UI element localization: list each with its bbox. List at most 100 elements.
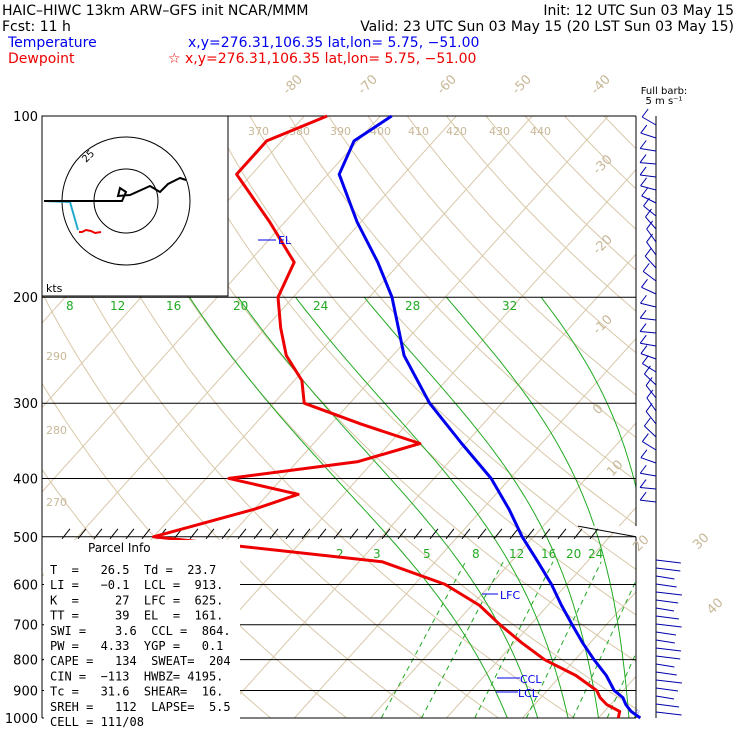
wind-barb-lower (655, 607, 675, 612)
mixing-ratio-label: 2 (336, 547, 344, 561)
dry-adiabat-line (446, 116, 636, 718)
hatch-mark (93, 528, 103, 540)
isotherm-label: -50 (509, 72, 535, 98)
hatch-mark (125, 528, 135, 540)
wind-barb (640, 499, 657, 503)
wind-barb-lower (655, 687, 679, 692)
wind-barb-lower (655, 695, 675, 700)
dry-adiabat-line (603, 116, 636, 718)
hodograph-low-trace (79, 228, 102, 235)
wind-barb-flag (640, 449, 648, 458)
moist-adiabat-line (540, 296, 636, 718)
mixing-ratio-line (474, 561, 554, 718)
pressure-label: 500 (13, 531, 38, 546)
mixing-ratio-line (572, 561, 636, 718)
wind-barb-lower (655, 647, 682, 652)
wind-barb-flag (643, 197, 650, 207)
temperature-trace (337, 114, 642, 720)
wind-barb-lower (655, 711, 682, 716)
parcel-info-row: CIN = −113 HWBZ= 4195. (50, 669, 223, 683)
wind-barb-lower (655, 599, 679, 604)
pressure-label: 900 (13, 684, 38, 699)
wind-barb-lower (655, 623, 682, 628)
isotherm-line (675, 116, 740, 718)
dry-adiabat-line (249, 116, 636, 718)
parcel-info-row: LI = −0.1 LCL = 913. (50, 578, 223, 592)
wind-barb-lower (655, 679, 683, 684)
isotherm-label: 0 (590, 401, 606, 417)
dry-adiabat-line (288, 116, 636, 718)
hatch-mark (301, 528, 311, 540)
wind-barb (640, 472, 657, 477)
pressure-label: 600 (13, 578, 38, 593)
dry-adiabat-label: 370 (248, 125, 269, 138)
mixing-ratio-line (633, 561, 636, 718)
dry-adiabat-label: 440 (530, 125, 551, 138)
moist-adiabat-line (363, 296, 599, 718)
wind-barb-lower (655, 615, 680, 620)
wind-barb-flag (646, 220, 654, 230)
ccl-label: CCL (520, 673, 542, 686)
hatch-mark (589, 528, 599, 540)
isotherm-label: -70 (355, 72, 381, 98)
parcel-info-row: SREH = 112 LAPSE= 5.5 (50, 700, 231, 714)
wind-barb (640, 132, 657, 139)
hatch-mark (333, 528, 343, 540)
wind-barb-flag (639, 154, 647, 163)
hatch-mark (413, 528, 423, 540)
hatch-mark (509, 528, 519, 540)
wind-barb-flag (641, 187, 649, 197)
isotherm-label: 10 (604, 458, 626, 480)
wind-barb-flag (639, 323, 647, 332)
init-time: Init: 12 UTC Sun 03 May 15 (543, 3, 734, 19)
moist-adiabat-label: 32 (502, 299, 517, 313)
wind-barb-flag (644, 365, 651, 375)
isotherm-line (522, 116, 636, 718)
hatch-mark (189, 528, 199, 540)
dry-adiabat-line (170, 116, 636, 718)
dry-adiabat-line (42, 116, 499, 718)
wind-barb (640, 487, 657, 490)
wind-barb-lower (655, 583, 677, 588)
mixing-ratio-label: 12 (509, 547, 524, 561)
wind-barb-flag (639, 309, 647, 319)
wind-barb-flag (644, 247, 652, 257)
hatch-mark (285, 528, 295, 540)
isotherm-label: 30 (690, 531, 712, 553)
moist-adiabat-label: 28 (405, 299, 420, 313)
hatch-mark (477, 528, 487, 540)
parcel-info-row: K = 27 LFC = 625. (50, 593, 223, 607)
mixing-ratio-line (525, 561, 602, 718)
dewpoint-location: ☆ x,y=276.31,106.35 lat,lon= 5.75, −51.0… (168, 51, 476, 67)
wind-barb-flag (641, 433, 649, 442)
wind-barb-flag (640, 345, 648, 354)
moist-adiabat-label: 8 (66, 299, 74, 313)
isotherm-label: -60 (434, 72, 460, 98)
parcel-info-row: PW = 4.33 YGP = 0.1 (50, 639, 223, 653)
wind-barb-flag (639, 491, 647, 501)
wind-barb-lower (655, 575, 675, 580)
dry-adiabat-line (683, 116, 740, 718)
wind-barb-flag (646, 233, 653, 243)
wind-barb (644, 425, 657, 438)
wind-barb-flag (639, 464, 647, 474)
wind-barb (640, 331, 657, 334)
mixing-ratio-label: 3 (373, 547, 381, 561)
pressure-label: 100 (13, 110, 38, 125)
wind-barbs (639, 108, 683, 718)
wind-barb (640, 174, 657, 178)
wind-barb-flag (639, 140, 647, 149)
temperature-legend: Temperature (7, 35, 97, 51)
pressure-label: 700 (13, 619, 38, 634)
hatch-mark (61, 528, 71, 540)
hatch-mark (541, 528, 551, 540)
hodograph-units: kts (46, 282, 63, 295)
hatch-mark (493, 528, 503, 540)
dry-adiabat-label: 270 (46, 496, 67, 509)
hatch-mark (253, 528, 263, 540)
hatch-mark (237, 528, 247, 540)
wind-barb-flag (645, 403, 653, 412)
wind-barb-flag (640, 177, 647, 187)
